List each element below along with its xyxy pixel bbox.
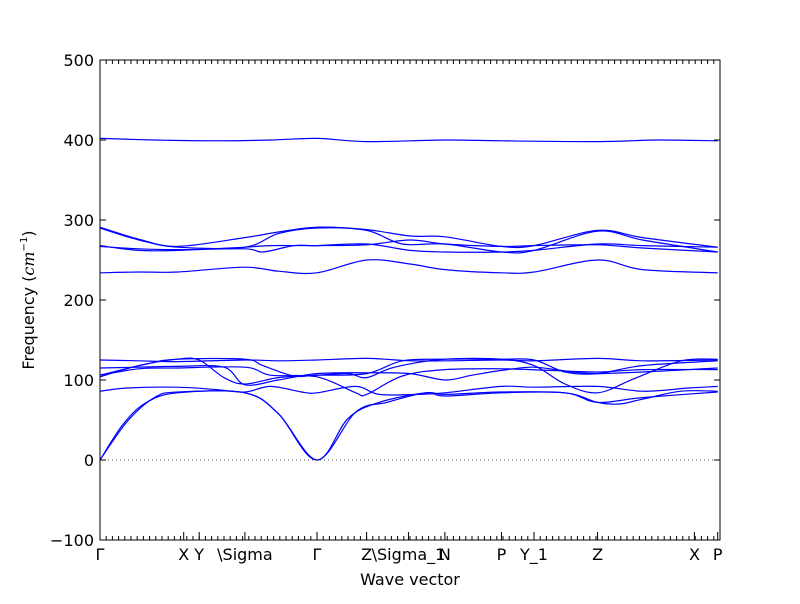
x-tick-label: X	[178, 545, 189, 564]
x-tick-label: \Sigma	[217, 545, 273, 564]
band-line-3	[99, 357, 718, 394]
x-tick-label: P	[713, 545, 723, 564]
y-tick-label: 500	[63, 51, 94, 70]
x-tick-label: N	[439, 545, 451, 564]
band-line-7	[99, 357, 718, 378]
band-line-10	[99, 243, 718, 253]
band-line-11	[99, 226, 718, 249]
band-line-1	[99, 390, 718, 461]
minor-ticks	[99, 60, 721, 540]
y-tick-label: 200	[63, 291, 94, 310]
plot-frame	[99, 59, 721, 541]
band-line-8	[99, 259, 718, 275]
plot-background	[100, 60, 720, 540]
x-tick-label: Γ	[313, 545, 322, 564]
x-tick-label: P	[497, 545, 507, 564]
x-tick-label: Y	[193, 545, 204, 564]
x-axis-label: Wave vector	[360, 570, 460, 589]
y-tick-label: −100	[50, 531, 94, 550]
x-tick-label: Z	[592, 545, 603, 564]
band-line-5	[99, 364, 718, 386]
y-tick-label: 100	[63, 371, 94, 390]
band-line-4	[99, 366, 718, 397]
y-tick-label: 0	[84, 451, 94, 470]
x-tick-label: \Sigma_1	[372, 545, 446, 565]
band-line-6	[99, 357, 718, 363]
band-line-0	[99, 390, 718, 461]
band-curves	[99, 137, 718, 461]
y-tick-label: 300	[63, 211, 94, 230]
band-line-13	[99, 137, 718, 143]
x-tick-label: Γ	[96, 545, 105, 564]
band-line-12	[99, 227, 718, 254]
x-tick-label: Y_1	[519, 545, 548, 565]
x-tick-label: Z	[361, 545, 372, 564]
y-axis-ticks: −100 0 100 200 300 400 500	[50, 51, 720, 550]
y-tick-label: 400	[63, 131, 94, 150]
x-axis-ticks: Γ X Y \Sigma Γ Z \Sigma_1N P Y_1 Z X P	[96, 532, 723, 565]
band-line-2	[99, 385, 718, 396]
band-line-9	[99, 239, 718, 253]
x-tick-label: X	[689, 545, 700, 564]
y-axis-label: Frequency (cm−1)	[19, 230, 38, 369]
